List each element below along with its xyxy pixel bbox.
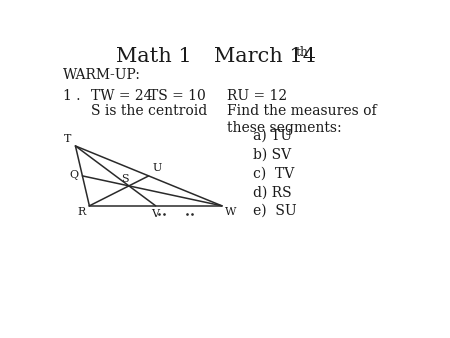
Text: R: R xyxy=(77,207,85,217)
Text: e)  SU: e) SU xyxy=(253,204,297,218)
Text: a) TU: a) TU xyxy=(253,129,292,143)
Text: T: T xyxy=(64,134,71,144)
Text: Q: Q xyxy=(69,170,78,180)
Text: S: S xyxy=(121,174,129,184)
Text: d) RS: d) RS xyxy=(253,185,292,199)
Text: W: W xyxy=(225,207,236,217)
Text: S is the centroid: S is the centroid xyxy=(91,104,207,118)
Text: Find the measures of
these segments:: Find the measures of these segments: xyxy=(227,104,377,135)
Text: March 14: March 14 xyxy=(215,47,316,66)
Text: th: th xyxy=(295,46,308,59)
Text: WARM-UP:: WARM-UP: xyxy=(63,68,141,82)
Text: TS = 10: TS = 10 xyxy=(148,89,205,103)
Text: TW = 24: TW = 24 xyxy=(91,89,153,103)
Text: b) SV: b) SV xyxy=(253,148,292,162)
Text: c)  TV: c) TV xyxy=(253,167,295,180)
Text: RU = 12: RU = 12 xyxy=(227,89,287,103)
Text: U: U xyxy=(152,163,162,173)
Text: V: V xyxy=(151,209,159,219)
Text: 1 .: 1 . xyxy=(63,89,81,103)
Text: Math 1: Math 1 xyxy=(116,47,192,66)
